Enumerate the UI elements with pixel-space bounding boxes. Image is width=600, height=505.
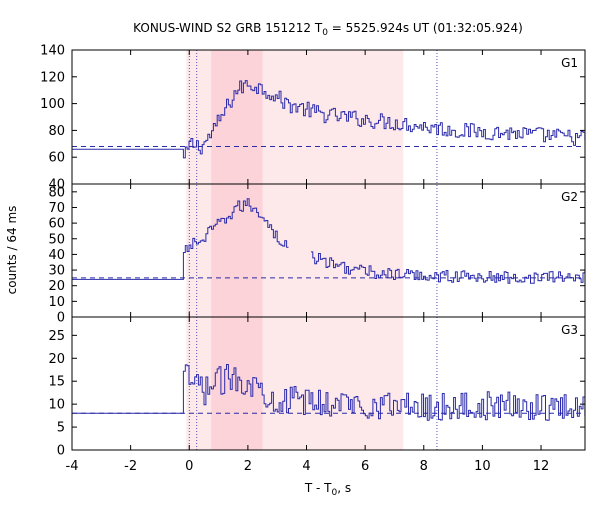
chart-title-subscript: 0 [322, 28, 328, 38]
panel-g1: 40 60 80 100 120 140 G1 [40, 44, 586, 193]
x-tick-label: 10 [474, 459, 491, 474]
y-tick-label: 20 [48, 352, 65, 367]
chart-title-suffix: = 5525.924s UT (01:32:05.924) [328, 21, 523, 35]
x-axis-label: T - T0, s [304, 481, 351, 498]
y-tick-label: 0 [57, 311, 65, 326]
y-tick-label: 50 [48, 232, 65, 247]
series-g1 [72, 80, 586, 159]
x-tick-label: -2 [124, 459, 137, 474]
x-tick-label: 12 [533, 459, 550, 474]
y-axis-label: counts / 64 ms [5, 206, 19, 295]
y-tick-label: 100 [40, 97, 65, 112]
panel-frame-g3 [71, 316, 586, 451]
y-tick-label: 20 [48, 279, 65, 294]
x-axis-label-subscript: 0 [332, 488, 338, 498]
x-axis-label-prefix: T - T [304, 481, 332, 495]
y-tick-label: 40 [48, 248, 65, 263]
y-tick-label: 0 [57, 444, 65, 459]
y-tick-label: 120 [40, 70, 65, 85]
y-tick-label: 60 [48, 151, 65, 166]
y-tick-label: 80 [48, 185, 65, 200]
y-tick-label: 140 [40, 44, 65, 59]
panel-g3: 0 5 10 15 20 25 G3 [48, 316, 586, 459]
panel-label-g3: G3 [561, 323, 578, 337]
x-tick-label: 4 [302, 459, 310, 474]
x-axis-label-suffix: , s [337, 481, 351, 495]
panel-label-g1: G1 [561, 56, 578, 70]
y-tick-label: 10 [48, 398, 65, 413]
y-tick-label: 80 [48, 124, 65, 139]
series-g3 [72, 364, 586, 421]
x-tick-label: 2 [244, 459, 252, 474]
y-tick-label: 10 [48, 295, 65, 310]
y-tick-label: 30 [48, 264, 65, 279]
shaded-interval-1 [211, 50, 263, 450]
x-tick-label: 8 [420, 459, 428, 474]
chart-title-prefix: KONUS-WIND S2 GRB 151212 T [133, 21, 323, 35]
y-tick-label: 60 [48, 217, 65, 232]
x-tick-label: -4 [66, 459, 79, 474]
y-tick-label: 25 [48, 329, 65, 344]
y-tick-label: 70 [48, 201, 65, 216]
x-tick-label: 6 [361, 459, 369, 474]
x-tick-label: 0 [185, 459, 193, 474]
series-g2 [72, 198, 586, 284]
panel-label-g2: G2 [561, 190, 578, 204]
y-tick-label: 5 [57, 421, 65, 436]
y-tick-label: 15 [48, 375, 65, 390]
y-tick-label: 40 [48, 178, 65, 193]
chart-title: KONUS-WIND S2 GRB 151212 T0 = 5525.924s … [133, 21, 523, 38]
